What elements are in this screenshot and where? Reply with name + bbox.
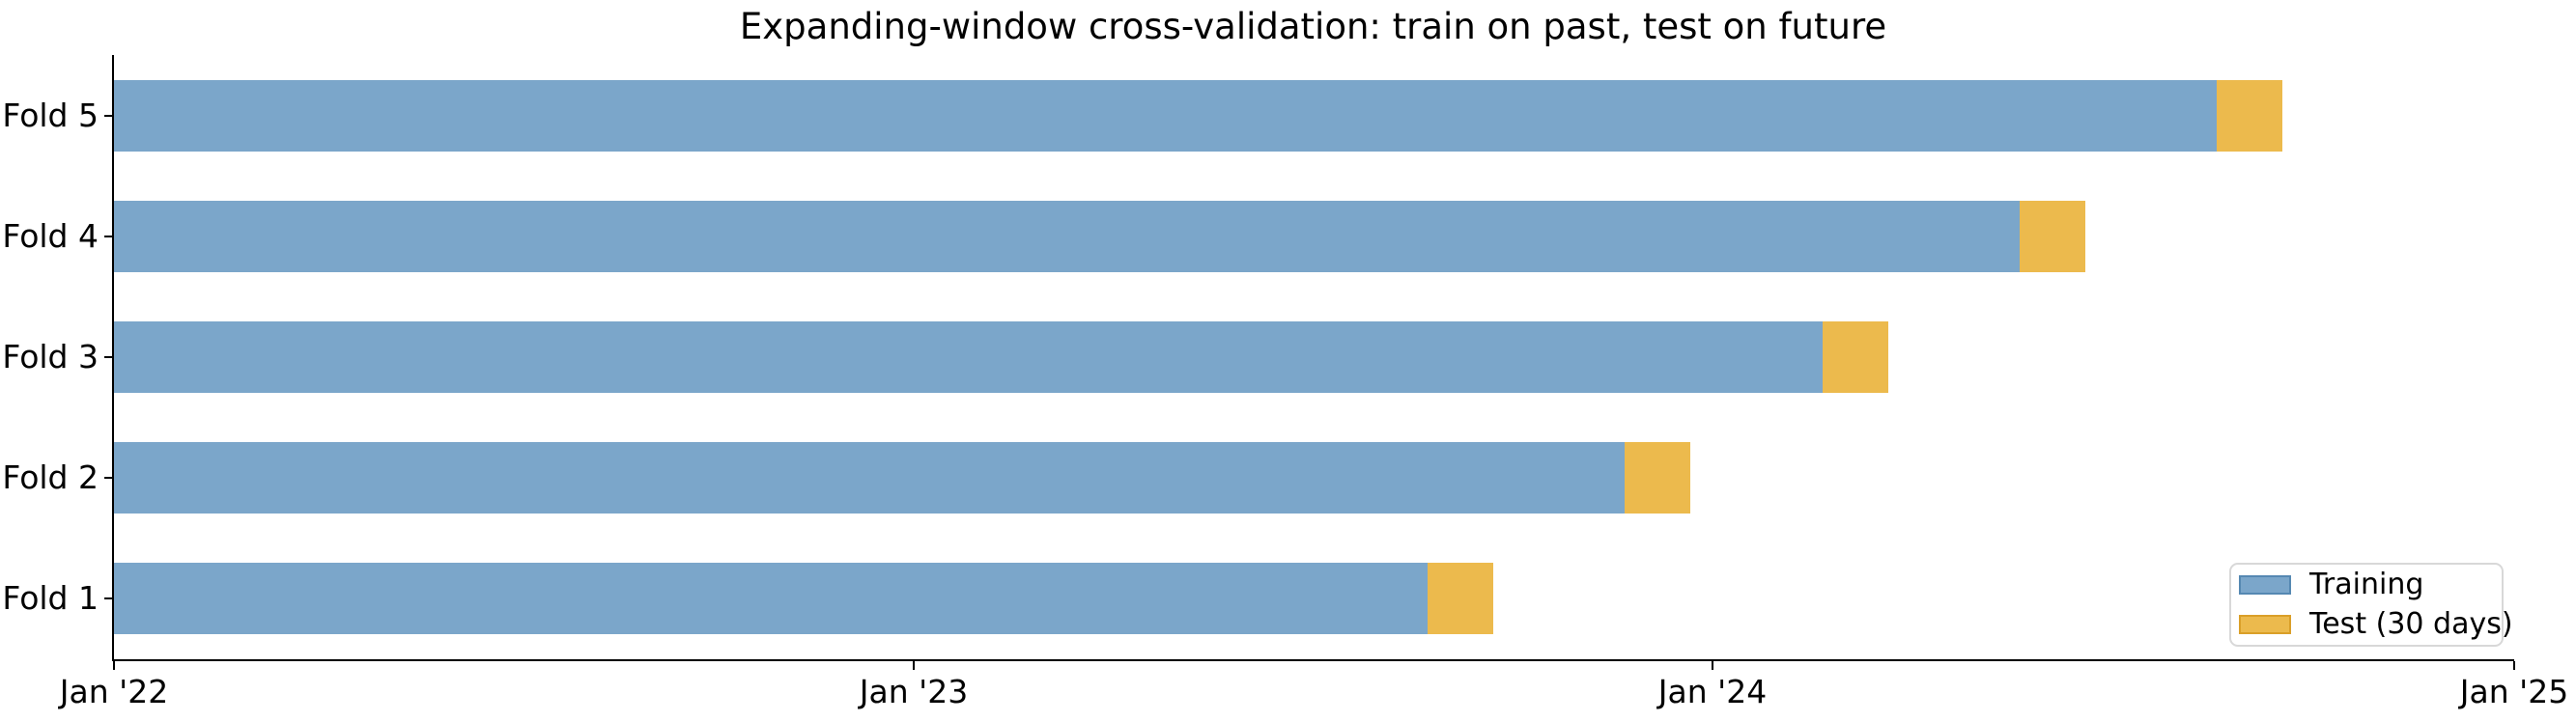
legend-row-test: Test (30 days)	[2239, 608, 2513, 641]
y-axis-label-fold-1: Fold 1	[2, 579, 99, 617]
legend-row-training: Training	[2239, 569, 2502, 601]
y-tick-fold-3	[104, 356, 112, 358]
x-axis-tick-label: Jan '22	[59, 673, 169, 710]
y-tick-fold-1	[104, 597, 112, 599]
train-bar-fold-2	[114, 442, 1626, 514]
x-tick	[1712, 661, 1713, 670]
y-axis-label-fold-5: Fold 5	[2, 97, 99, 134]
x-axis-tick-label: Jan '25	[2459, 673, 2569, 710]
legend: Training Test (30 days)	[2229, 563, 2513, 647]
y-axis-label-fold-3: Fold 3	[2, 338, 99, 375]
train-bar-fold-4	[114, 201, 2020, 272]
test-bar-fold-1	[1428, 563, 1494, 634]
test-bar-fold-4	[2019, 201, 2085, 272]
x-axis-tick-label: Jan '24	[1657, 673, 1768, 710]
x-tick	[2513, 661, 2515, 670]
test-bar-fold-5	[2216, 80, 2282, 152]
test-bar-fold-3	[1822, 321, 1888, 393]
x-tick	[113, 661, 115, 670]
training-swatch-icon	[2239, 575, 2291, 595]
train-bar-fold-1	[114, 563, 1429, 634]
test-bar-fold-2	[1625, 442, 1691, 514]
test-swatch-icon	[2239, 615, 2291, 634]
legend-label-test: Test (30 days)	[2309, 607, 2513, 641]
y-tick-fold-2	[104, 477, 112, 479]
legend-label-training: Training	[2309, 568, 2424, 601]
y-tick-fold-4	[104, 236, 112, 237]
train-bar-fold-3	[114, 321, 1823, 393]
x-tick	[913, 661, 915, 670]
train-bar-fold-5	[114, 80, 2217, 152]
plot-area	[112, 55, 2514, 661]
y-tick-fold-5	[104, 115, 112, 117]
x-axis-tick-label: Jan '23	[859, 673, 969, 710]
y-axis-label-fold-4: Fold 4	[2, 217, 99, 255]
y-axis-label-fold-2: Fold 2	[2, 458, 99, 496]
chart-title: Expanding-window cross-validation: train…	[739, 6, 1887, 47]
